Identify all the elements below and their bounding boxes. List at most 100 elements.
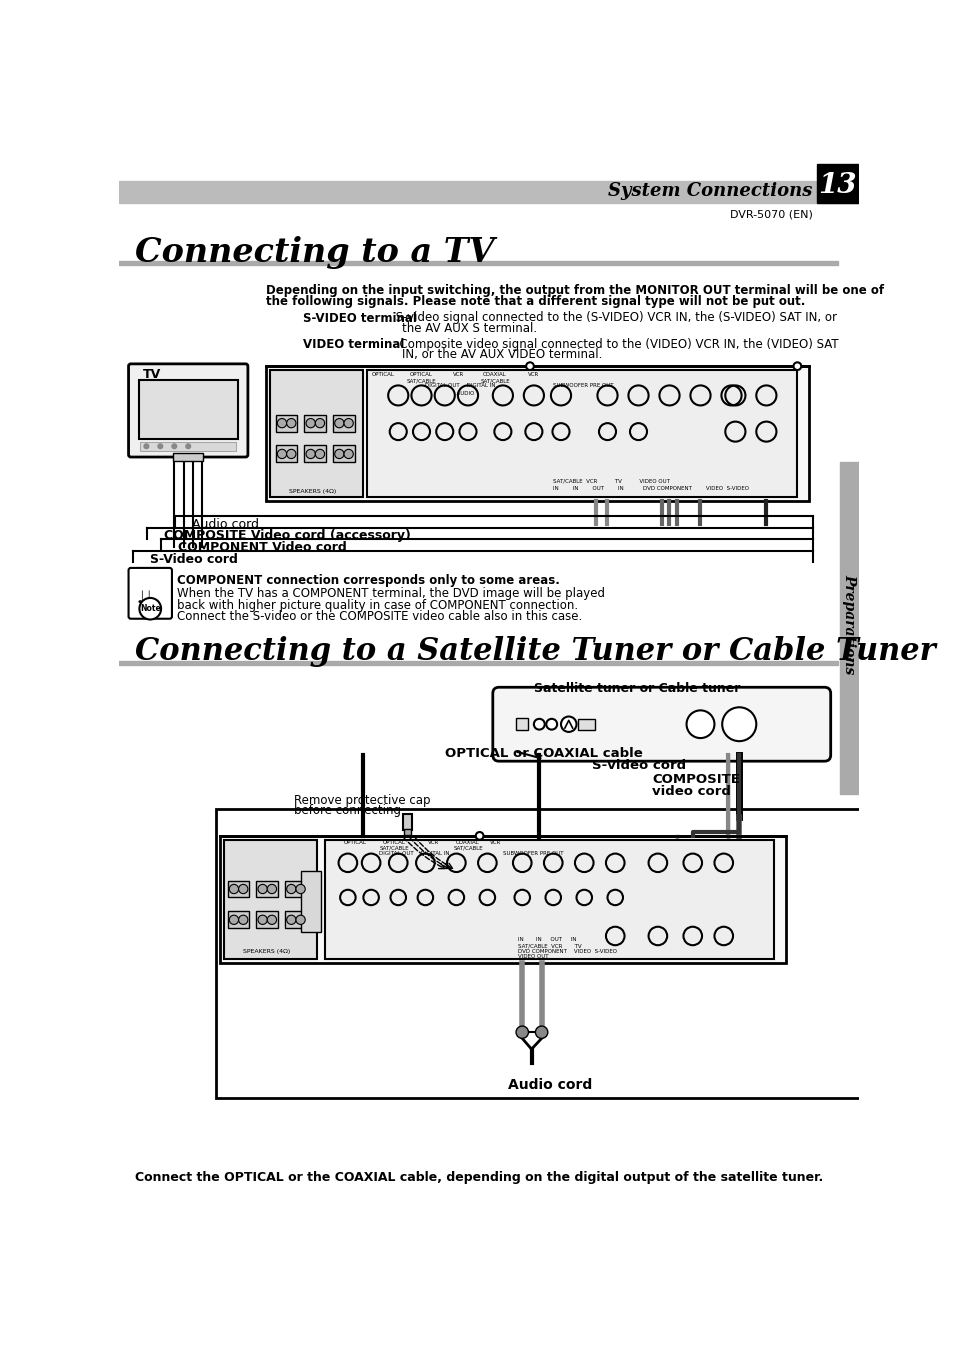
Text: TV: TV	[142, 369, 161, 381]
Circle shape	[315, 450, 324, 458]
Bar	[119, 181, 858, 203]
Text: Remove protective cap: Remove protective cap	[294, 793, 430, 807]
Circle shape	[186, 444, 191, 449]
Text: AUDIO: AUDIO	[425, 390, 475, 396]
Bar	[285, 881, 307, 897]
Text: SPEAKERS (4Ω): SPEAKERS (4Ω)	[243, 948, 290, 954]
Text: COMPOSITE Video cord (accessory): COMPOSITE Video cord (accessory)	[164, 530, 411, 542]
Bar	[840, 462, 858, 793]
Text: OPTICAL: OPTICAL	[371, 373, 394, 377]
Bar	[304, 415, 326, 431]
Text: VCR: VCR	[427, 840, 438, 844]
Circle shape	[139, 598, 161, 620]
Bar	[173, 453, 203, 461]
Text: Audio cord: Audio cord	[192, 517, 259, 531]
Circle shape	[560, 716, 576, 732]
Circle shape	[286, 450, 295, 458]
Bar	[301, 870, 320, 932]
Text: Preparations: Preparations	[841, 574, 856, 674]
Text: Connect the S-video or the COMPOSITE video cable also in this case.: Connect the S-video or the COMPOSITE vid…	[177, 611, 582, 623]
Text: COMPOSITE: COMPOSITE	[652, 773, 740, 786]
Circle shape	[306, 450, 315, 458]
Circle shape	[335, 450, 344, 458]
Text: OPTICAL or COAXIAL cable: OPTICAL or COAXIAL cable	[444, 747, 641, 761]
Circle shape	[267, 885, 276, 893]
Text: COMPONENT connection corresponds only to some areas.: COMPONENT connection corresponds only to…	[177, 574, 559, 588]
Text: VCR: VCR	[528, 373, 539, 377]
Circle shape	[257, 885, 267, 893]
Circle shape	[535, 1025, 547, 1039]
Bar	[228, 881, 249, 897]
Bar	[324, 840, 773, 959]
Bar	[402, 813, 412, 831]
Bar	[256, 881, 278, 897]
Text: Depending on the input switching, the output from the MONITOR OUT terminal will : Depending on the input switching, the ou…	[266, 284, 883, 297]
Text: Note: Note	[140, 604, 160, 613]
Circle shape	[344, 450, 353, 458]
Circle shape	[525, 362, 534, 370]
Bar	[266, 366, 808, 501]
Bar	[404, 830, 410, 835]
Text: back with higher picture quality in case of COMPONENT connection.: back with higher picture quality in case…	[177, 598, 578, 612]
Text: Audio cord: Audio cord	[508, 1078, 592, 1093]
Text: Connect the OPTICAL or the COAXIAL cable, depending on the digital output of the: Connect the OPTICAL or the COAXIAL cable…	[134, 1171, 822, 1183]
Bar	[275, 446, 297, 462]
Bar	[228, 912, 249, 928]
Bar	[367, 370, 797, 497]
Circle shape	[721, 708, 756, 742]
Circle shape	[267, 915, 276, 924]
Text: S-VIDEO terminal: S-VIDEO terminal	[303, 312, 416, 324]
Text: OPTICAL: OPTICAL	[344, 840, 367, 844]
Circle shape	[793, 362, 801, 370]
Text: SAT/CABLE  VCR          TV          VIDEO OUT: SAT/CABLE VCR TV VIDEO OUT	[553, 478, 669, 484]
Bar	[578, 719, 595, 730]
Bar	[333, 446, 355, 462]
Bar	[119, 661, 838, 665]
Circle shape	[158, 444, 162, 449]
Text: Connecting to a Satellite Tuner or Cable Tuner: Connecting to a Satellite Tuner or Cable…	[134, 635, 935, 666]
Text: System Connections: System Connections	[608, 182, 812, 200]
Bar	[140, 442, 236, 451]
Text: before connecting.: before connecting.	[294, 804, 404, 817]
Circle shape	[344, 419, 353, 428]
Text: IN, or the AV AUX VIDEO terminal.: IN, or the AV AUX VIDEO terminal.	[402, 349, 602, 362]
Circle shape	[238, 915, 248, 924]
Text: 13: 13	[818, 172, 856, 199]
Bar	[224, 840, 316, 959]
Text: S-video cord: S-video cord	[592, 759, 685, 771]
Text: video cord: video cord	[652, 785, 731, 798]
Bar	[220, 836, 785, 963]
Text: SUBWOOFER PRE OUT: SUBWOOFER PRE OUT	[502, 851, 563, 857]
Bar	[119, 261, 838, 265]
Circle shape	[286, 915, 295, 924]
Text: :  Composite video signal connected to the (VIDEO) VCR IN, the (VIDEO) SAT: : Composite video signal connected to th…	[388, 338, 838, 351]
Text: COMPONENT Video cord: COMPONENT Video cord	[178, 540, 347, 554]
Text: the AV AUX S terminal.: the AV AUX S terminal.	[402, 323, 537, 335]
Text: SAT/CABLE  VCR       TV: SAT/CABLE VCR TV	[517, 943, 581, 948]
Text: : S-video signal connected to the (S-VIDEO) VCR IN, the (S-VIDEO) SAT IN, or: : S-video signal connected to the (S-VID…	[388, 312, 837, 324]
Circle shape	[286, 419, 295, 428]
Text: DVR-5070 (EN): DVR-5070 (EN)	[729, 209, 812, 219]
Text: OPTICAL
SAT/CABLE: OPTICAL SAT/CABLE	[406, 373, 436, 384]
Bar	[304, 446, 326, 462]
FancyBboxPatch shape	[493, 688, 830, 761]
Text: Connecting to a TV: Connecting to a TV	[134, 236, 494, 269]
Circle shape	[516, 1025, 528, 1039]
Bar	[285, 912, 307, 928]
Text: Satellite tuner or Cable tuner: Satellite tuner or Cable tuner	[534, 682, 740, 694]
Bar	[138, 380, 237, 439]
Circle shape	[686, 711, 714, 738]
FancyBboxPatch shape	[129, 567, 172, 619]
Circle shape	[277, 450, 286, 458]
Text: the following signals. Please note that a different signal type will not be put : the following signals. Please note that …	[266, 295, 805, 308]
Text: OPTICAL
SAT/CABLE: OPTICAL SAT/CABLE	[379, 840, 409, 851]
Text: DIGITAL OUT    DIGITAL IN: DIGITAL OUT DIGITAL IN	[425, 384, 496, 388]
Text: IN       IN     OUT     IN: IN IN OUT IN	[517, 938, 577, 942]
Text: When the TV has a COMPONENT terminal, the DVD image will be played: When the TV has a COMPONENT terminal, th…	[177, 588, 605, 600]
Circle shape	[335, 419, 344, 428]
Circle shape	[476, 832, 483, 840]
Text: SPEAKERS (4Ω): SPEAKERS (4Ω)	[289, 489, 336, 494]
Text: VCR: VCR	[489, 840, 500, 844]
Circle shape	[546, 719, 557, 730]
Circle shape	[229, 915, 238, 924]
